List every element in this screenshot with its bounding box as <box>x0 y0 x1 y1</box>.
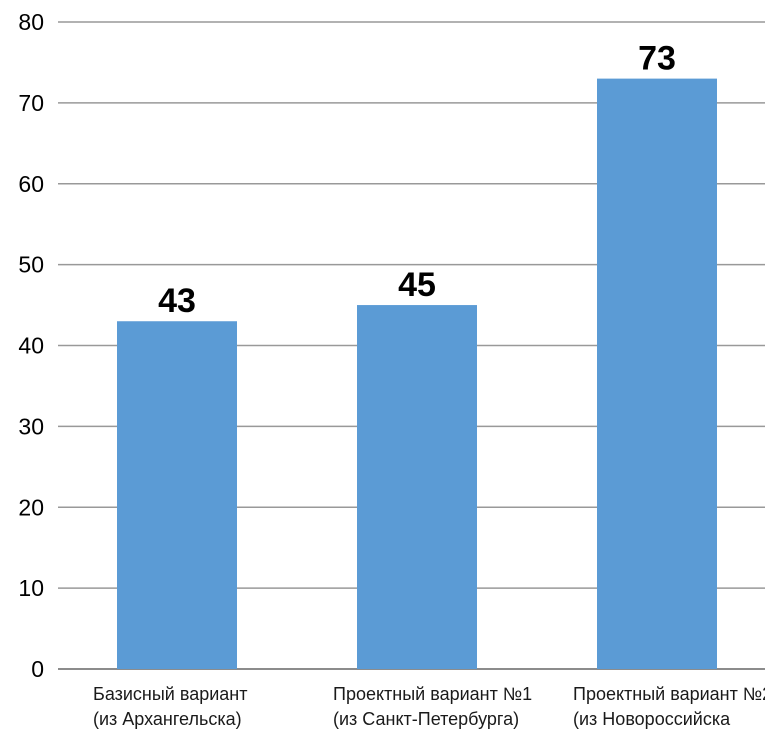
y-tick-label: 30 <box>18 413 44 439</box>
x-tick-label: Проектный вариант №2 (из Новороссийска <box>573 684 765 729</box>
y-axis-tick-labels: 0 10 20 30 40 50 60 70 80 <box>18 9 44 682</box>
data-label: 73 <box>638 40 676 78</box>
y-tick-label: 10 <box>18 575 44 601</box>
data-label: 45 <box>398 266 436 304</box>
y-tick-label: 70 <box>18 90 44 116</box>
bar <box>117 321 237 669</box>
y-tick-label: 40 <box>18 333 44 359</box>
bar <box>597 78 717 670</box>
x-tick-label: Проектный вариант №1 (из Санкт-Петербурга… <box>333 684 532 729</box>
y-tick-label: 80 <box>18 9 44 35</box>
data-labels: 43 45 73 <box>158 40 676 321</box>
bar <box>357 305 477 669</box>
y-tick-label: 0 <box>31 656 44 682</box>
data-label: 43 <box>158 282 196 320</box>
y-tick-label: 60 <box>18 171 44 197</box>
x-tick-label: Базисный вариант (из Архангельска) <box>93 684 248 729</box>
x-axis-tick-labels: Базисный вариант (из Архангельска) Проектн… <box>93 684 765 729</box>
y-tick-label: 20 <box>18 494 44 520</box>
bars <box>117 78 717 670</box>
y-tick-label: 50 <box>18 252 44 278</box>
